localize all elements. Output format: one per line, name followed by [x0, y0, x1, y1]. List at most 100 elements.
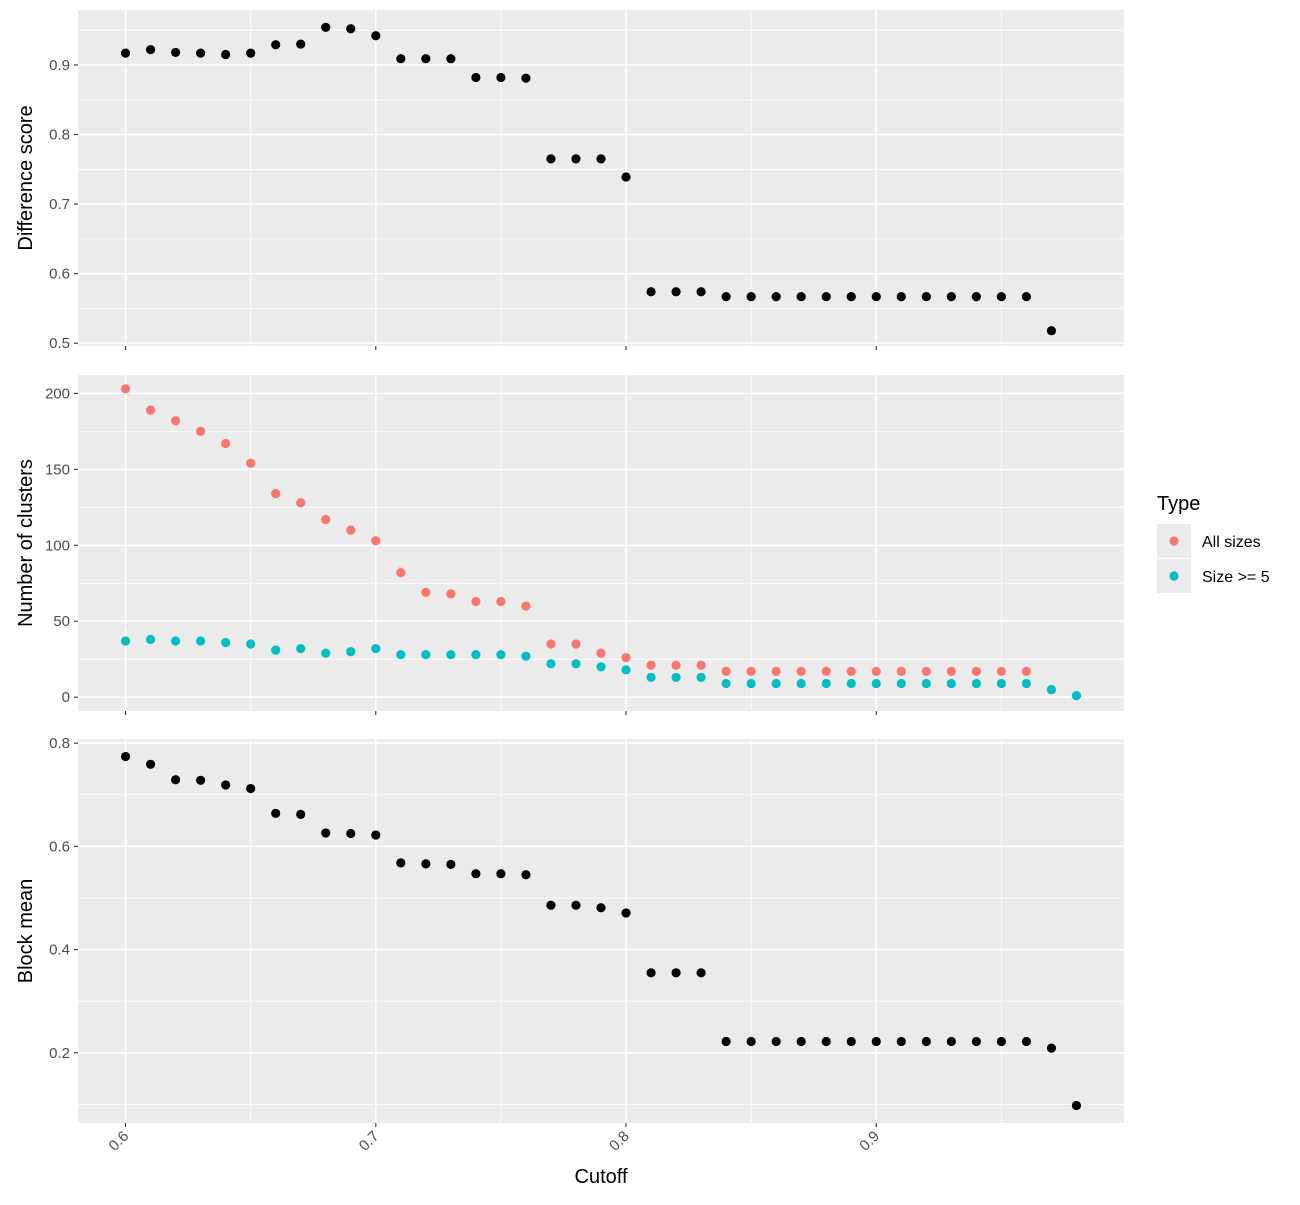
data-point	[396, 568, 406, 578]
data-point	[221, 49, 231, 60]
data-point	[471, 869, 481, 879]
data-point	[871, 666, 881, 676]
data-point	[446, 859, 456, 870]
data-point	[996, 1036, 1006, 1047]
y-axis-title: Block mean	[15, 879, 37, 984]
data-point	[271, 489, 281, 499]
data-point	[996, 292, 1006, 302]
data-point	[271, 40, 281, 50]
data-point	[796, 678, 806, 689]
data-point	[346, 647, 356, 657]
x-axis-title: Cutoff	[575, 1166, 628, 1188]
data-point	[921, 678, 931, 689]
data-point	[196, 426, 206, 436]
series-1	[120, 384, 1082, 701]
data-point	[296, 498, 306, 508]
data-point	[871, 292, 881, 302]
data-point	[971, 666, 981, 676]
series-1	[120, 22, 1057, 336]
data-point	[446, 589, 456, 599]
data-point	[896, 666, 906, 676]
data-point	[1046, 326, 1057, 336]
legend-label: Size >= 5	[1202, 569, 1270, 586]
y-tick-label: 100	[45, 537, 70, 554]
data-point	[596, 903, 606, 913]
data-point	[371, 536, 381, 546]
data-point	[120, 751, 131, 762]
data-point	[496, 869, 506, 879]
legend-label: All sizes	[1202, 534, 1261, 551]
y-tick-label: 0.7	[49, 196, 70, 213]
data-point	[896, 292, 906, 302]
data-point	[120, 48, 131, 58]
data-point	[846, 292, 856, 302]
data-point	[346, 24, 356, 34]
data-point	[221, 438, 231, 449]
y-tick-label: 200	[45, 385, 70, 402]
data-point	[1046, 684, 1057, 695]
data-point	[771, 1036, 781, 1047]
data-point	[846, 678, 856, 689]
data-point	[696, 968, 706, 978]
data-point	[671, 660, 681, 670]
data-point	[471, 72, 481, 83]
panel-3: 0.2 0.4 0.6 0.8 0.6 0.7 0.8 0.9 Block mean	[15, 735, 1124, 1155]
data-point	[1021, 666, 1032, 676]
data-point	[771, 666, 781, 676]
y-tick-label: 0.4	[49, 942, 70, 959]
data-point	[546, 639, 556, 649]
data-point	[946, 292, 956, 302]
data-point	[496, 72, 506, 83]
data-point	[546, 659, 556, 669]
data-point	[170, 775, 181, 785]
data-point	[771, 292, 781, 302]
data-point	[1071, 1100, 1082, 1111]
data-point	[145, 45, 156, 55]
series-1	[120, 751, 1082, 1111]
data-point	[471, 650, 481, 660]
data-point	[621, 908, 631, 918]
data-point	[571, 154, 581, 164]
legend-key-dot	[1169, 536, 1179, 546]
data-point	[1021, 678, 1032, 689]
data-point	[471, 596, 481, 607]
panel-background	[78, 375, 1124, 711]
data-point	[421, 859, 431, 869]
data-point	[421, 54, 431, 64]
data-point	[871, 1036, 881, 1047]
legend-key-dot	[1169, 571, 1179, 581]
data-point	[371, 643, 381, 654]
data-point	[371, 830, 381, 840]
data-point	[421, 587, 431, 597]
data-point	[571, 900, 581, 910]
data-point	[946, 666, 956, 676]
x-tick-label: 0.9	[856, 1128, 883, 1155]
legend-title: Type	[1157, 493, 1200, 515]
panel-background	[78, 10, 1124, 346]
data-point	[196, 775, 206, 785]
data-point	[696, 660, 706, 670]
data-point	[696, 672, 706, 683]
data-point	[446, 650, 456, 660]
data-point	[371, 31, 381, 41]
data-point	[120, 384, 131, 394]
data-point	[996, 666, 1006, 676]
data-point	[521, 651, 531, 661]
data-point	[221, 637, 231, 648]
data-point	[971, 1036, 981, 1047]
data-point	[921, 292, 931, 302]
data-point	[246, 458, 256, 468]
data-point	[196, 48, 206, 58]
data-point	[571, 659, 581, 669]
data-point	[496, 650, 506, 660]
data-point	[1021, 1036, 1032, 1047]
data-point	[271, 808, 281, 818]
data-point	[746, 678, 756, 689]
data-point	[646, 287, 656, 297]
data-point	[170, 47, 181, 58]
data-point	[646, 672, 656, 683]
data-point	[1046, 1043, 1057, 1053]
data-point	[621, 653, 631, 663]
x-tick-label: 0.8	[606, 1128, 633, 1155]
data-point	[346, 525, 356, 535]
